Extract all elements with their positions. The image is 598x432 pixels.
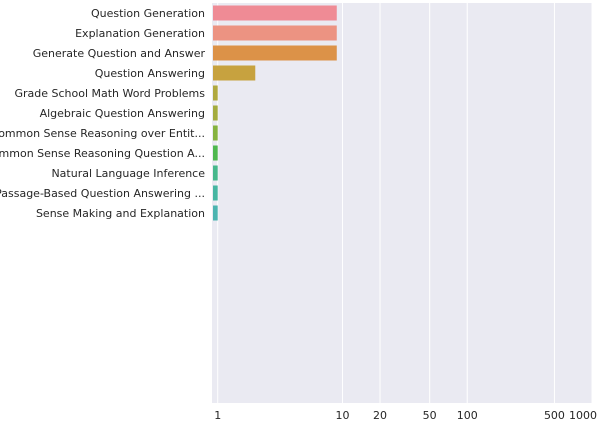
bar-5 — [213, 105, 218, 121]
category-labels: Question Generation Explanation Generatio… — [0, 7, 205, 220]
x-tick-label: 500 — [544, 409, 565, 422]
x-tick-label: 50 — [423, 409, 437, 422]
x-tick-label: 10 — [335, 409, 349, 422]
bar-0 — [213, 5, 337, 21]
category-label: Sense Making and Explanation — [36, 207, 205, 220]
bar-4 — [213, 85, 218, 101]
category-label: Question Generation — [91, 7, 205, 20]
category-label: Natural Language Inference — [51, 167, 205, 180]
category-label: Question Answering — [95, 67, 205, 80]
category-label: Grade School Math Word Problems — [14, 87, 205, 100]
bar-1 — [213, 25, 337, 41]
bar-6 — [213, 125, 218, 141]
bar-7 — [213, 145, 218, 161]
bars — [213, 5, 337, 221]
plot-background — [212, 3, 592, 403]
x-tick-labels: 1 10 20 50 100 500 1000 — [214, 409, 597, 422]
bar-2 — [213, 45, 337, 61]
bar-10 — [213, 205, 218, 221]
bar-3 — [213, 65, 256, 81]
x-tick-label: 100 — [457, 409, 478, 422]
category-label: Explanation Generation — [75, 27, 205, 40]
x-tick-label: 1000 — [569, 409, 597, 422]
gridlines — [217, 3, 593, 403]
category-label: Common Sense Reasoning over Entit... — [0, 127, 205, 140]
bar-8 — [213, 165, 218, 181]
category-label: Common Sense Reasoning Question A... — [0, 147, 205, 160]
category-label: Generate Question and Answer — [33, 47, 206, 60]
bar-9 — [213, 185, 218, 201]
x-tick-label: 1 — [214, 409, 221, 422]
x-tick-label: 20 — [373, 409, 387, 422]
category-label: Passage-Based Question Answering ... — [0, 187, 205, 200]
category-label: Algebraic Question Answering — [40, 107, 205, 120]
